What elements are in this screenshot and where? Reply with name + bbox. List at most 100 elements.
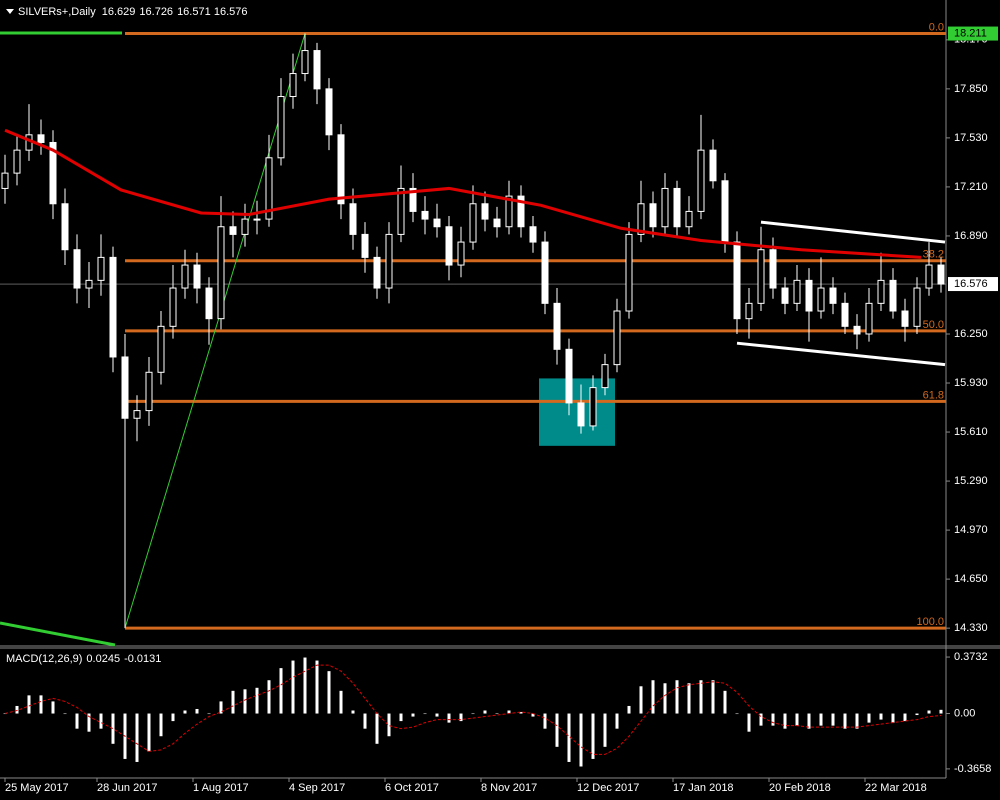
high-marker-box <box>948 26 998 41</box>
candle-body <box>613 310 621 366</box>
macd-bar <box>651 680 655 714</box>
candle-body <box>793 279 801 304</box>
macd-bar <box>147 713 151 752</box>
macd-bar <box>387 713 391 737</box>
candle-body <box>133 410 141 419</box>
macd-bar <box>87 713 91 732</box>
x-tick-label: 8 Nov 2017 <box>481 782 537 794</box>
macd-bar <box>807 713 811 729</box>
macd-bar <box>927 710 931 714</box>
trend-line <box>0 621 116 647</box>
candle-body <box>253 218 261 221</box>
macd-bar <box>339 690 343 714</box>
candle-body <box>817 287 825 312</box>
macd-bar <box>135 713 139 762</box>
main-plot: 14.330 14.650 14.970 15.290 15.610 15.930 16.2… <box>0 21 998 794</box>
macd-bar <box>939 709 943 714</box>
y-tick-label: 14.330 <box>954 622 988 634</box>
macd-signal-value: -0.0131 <box>124 653 161 665</box>
macd-bar <box>519 712 523 714</box>
candle-body <box>733 241 741 320</box>
macd-bar <box>495 713 499 715</box>
macd-bar <box>855 713 859 729</box>
macd-bar <box>399 713 403 722</box>
y-tick-label: 14.970 <box>954 524 988 536</box>
candle-body <box>109 256 117 358</box>
fib-level-label: 38.2 <box>923 249 944 261</box>
macd-bar <box>639 686 643 714</box>
chart-title: SILVERs+,Daily <box>18 6 96 18</box>
candle-body <box>373 256 381 289</box>
macd-bar <box>591 713 595 759</box>
candle-body <box>361 233 369 258</box>
macd-bar <box>159 713 163 737</box>
y-tick-label: 17.530 <box>954 132 988 144</box>
candle-body <box>85 279 93 289</box>
candle-body <box>205 287 213 320</box>
candle-body <box>649 203 657 228</box>
candle-body <box>73 249 81 289</box>
header-close: 16.576 <box>214 6 248 18</box>
macd-bar <box>243 689 247 714</box>
candle-body <box>13 149 21 174</box>
candle-body <box>553 302 561 350</box>
candle-body <box>529 226 537 243</box>
macd-bar <box>795 713 799 726</box>
macd-bar <box>267 680 271 714</box>
candle-body <box>229 226 237 235</box>
macd-bar <box>363 713 367 729</box>
macd-bar <box>723 690 727 714</box>
y-tick-label: 16.890 <box>954 230 988 242</box>
candle-body <box>697 149 705 212</box>
candle-body <box>745 302 753 320</box>
candle-body <box>265 157 273 220</box>
macd-bar <box>327 671 331 714</box>
candle-body <box>1 172 9 189</box>
macd-bar <box>75 713 79 729</box>
candle-body <box>445 226 453 266</box>
macd-bar <box>195 708 199 714</box>
candle-body <box>925 264 933 289</box>
candle-body <box>781 287 789 304</box>
x-tick-label: 28 Jun 2017 <box>97 782 158 794</box>
macd-bar <box>435 713 439 717</box>
macd-bar <box>3 713 7 715</box>
menu-arrow <box>6 9 14 14</box>
macd-bar <box>279 668 283 714</box>
candle-body <box>721 180 729 243</box>
candle-body <box>913 287 921 327</box>
header-open: 16.629 <box>102 6 136 18</box>
candle-body <box>313 50 321 90</box>
macd-bar <box>15 705 19 714</box>
macd-bar <box>483 710 487 714</box>
candle-body <box>937 264 945 285</box>
macd-bar <box>675 680 679 714</box>
candle-body <box>589 387 597 427</box>
macd-bar <box>615 713 619 729</box>
candle-body <box>769 249 777 289</box>
candle-body <box>289 73 297 98</box>
candle-body <box>169 287 177 327</box>
macd-bar <box>759 713 763 726</box>
channel-line <box>736 341 946 367</box>
x-tick-label: 22 Mar 2018 <box>865 782 927 794</box>
candle-body <box>49 141 57 205</box>
candle-body <box>337 134 345 205</box>
fib-level-label: 61.8 <box>923 389 944 401</box>
macd-bar <box>99 713 103 729</box>
candle-body <box>901 310 909 327</box>
macd-bar <box>351 710 355 714</box>
candle-body <box>673 187 681 228</box>
candle-body <box>493 218 501 228</box>
y-tick-label: 0.3732 <box>954 651 988 663</box>
macd-bar <box>903 713 907 722</box>
candle-body <box>97 256 105 281</box>
macd-bar <box>699 680 703 714</box>
macd-title: MACD(12,26,9) <box>6 653 82 665</box>
candle-body <box>181 264 189 289</box>
macd-bar <box>231 690 235 714</box>
macd-bar <box>915 713 919 716</box>
moving-average <box>4 128 922 259</box>
candle-body <box>157 325 165 373</box>
macd-bar <box>771 713 775 726</box>
